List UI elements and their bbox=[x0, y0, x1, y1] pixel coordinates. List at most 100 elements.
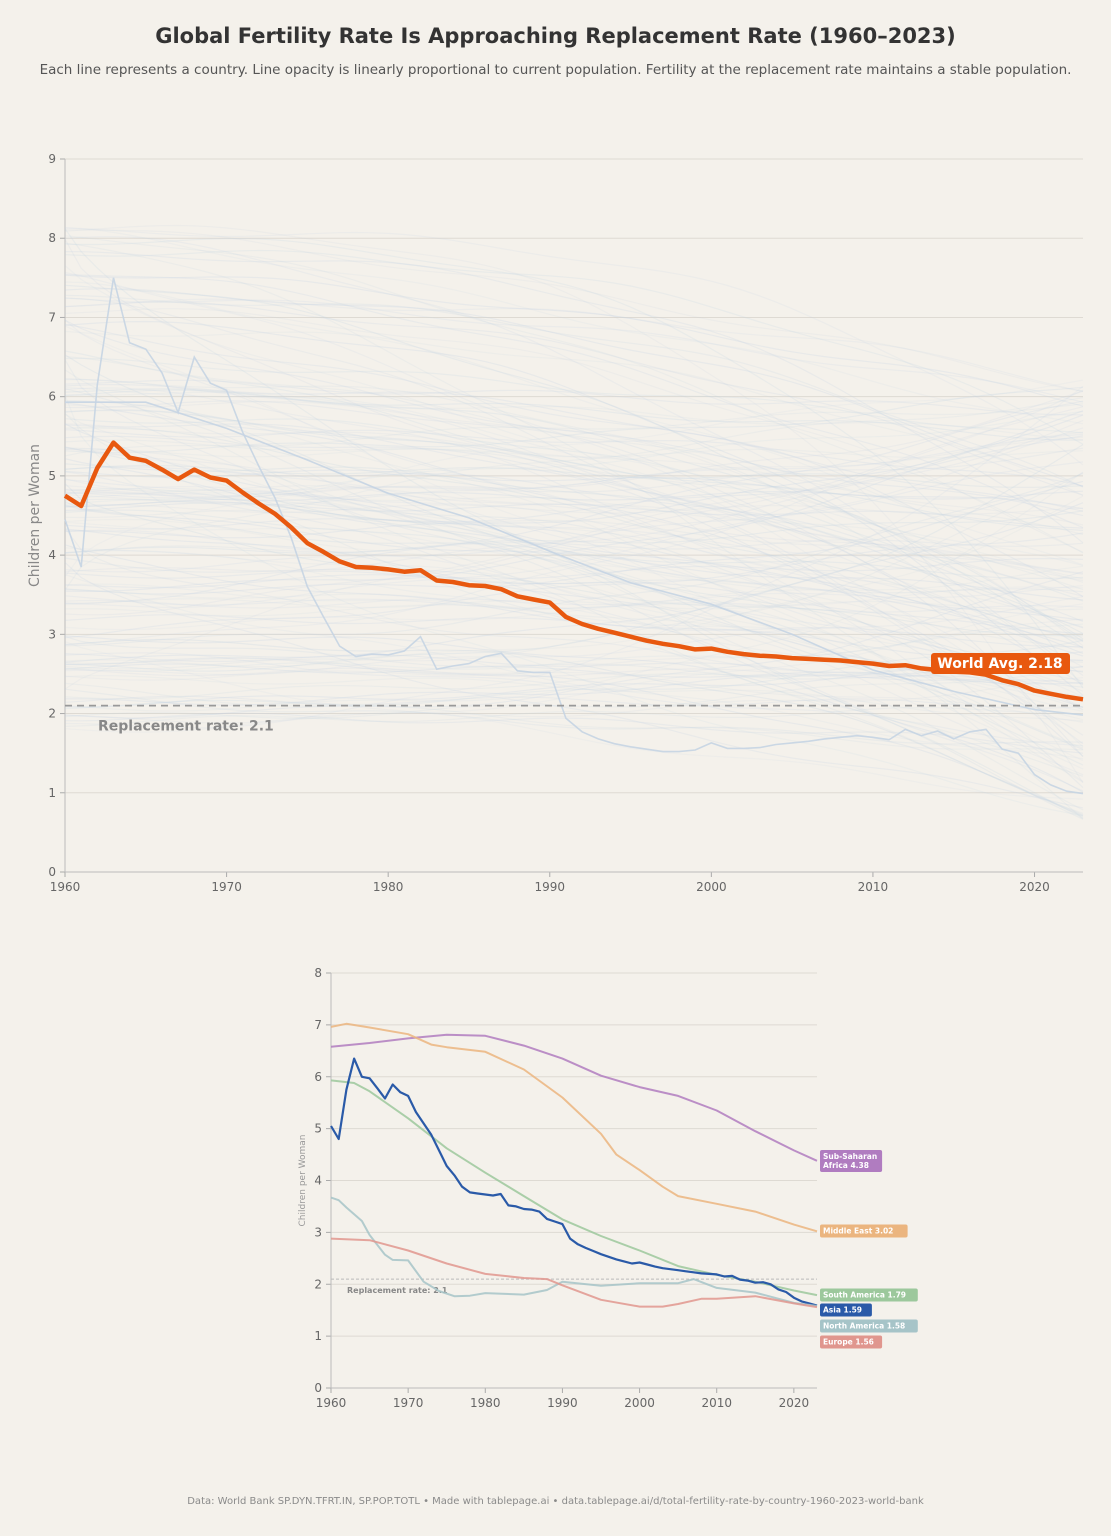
country-line bbox=[64, 284, 1084, 640]
country-line bbox=[64, 521, 1084, 698]
country-line bbox=[64, 502, 1084, 663]
country-line bbox=[64, 447, 1084, 811]
y-tick-label: 3 bbox=[48, 627, 56, 641]
country-line bbox=[64, 436, 1084, 502]
chart-title: Global Fertility Rate Is Approaching Rep… bbox=[155, 24, 956, 48]
y-tick-label: 4 bbox=[314, 1174, 322, 1188]
x-tick-label: 1980 bbox=[470, 1396, 501, 1410]
country-line bbox=[64, 490, 1084, 502]
country-line bbox=[64, 469, 1084, 510]
series-label-badge bbox=[820, 1224, 908, 1238]
country-line bbox=[64, 350, 1084, 602]
series-label: Europe 1.56 bbox=[823, 1338, 874, 1347]
country-line bbox=[64, 695, 1084, 709]
series-label: South America 1.79 bbox=[823, 1291, 906, 1300]
country-line bbox=[64, 418, 1084, 642]
country-line bbox=[64, 236, 1084, 676]
country-line bbox=[64, 294, 1084, 488]
country-line bbox=[64, 635, 1084, 793]
x-tick-label: 1990 bbox=[547, 1396, 578, 1410]
country-line bbox=[64, 585, 1084, 609]
y-axis-label: Children per Woman bbox=[27, 444, 43, 587]
country-line bbox=[64, 323, 1084, 512]
country-line bbox=[64, 308, 1084, 553]
series-label: Middle East 3.02 bbox=[823, 1227, 893, 1236]
country-line bbox=[64, 635, 1084, 688]
y-tick-label: 5 bbox=[48, 469, 56, 483]
country-line bbox=[64, 447, 1084, 506]
y-tick-label: 5 bbox=[314, 1122, 322, 1136]
country-line bbox=[64, 235, 1084, 554]
country-line bbox=[64, 688, 1084, 745]
country-line bbox=[64, 532, 1084, 639]
country-line bbox=[64, 386, 1084, 454]
country-line bbox=[64, 638, 1084, 817]
country-line bbox=[64, 464, 1084, 488]
country-line bbox=[64, 458, 1084, 635]
country-line bbox=[64, 394, 1084, 817]
country-line bbox=[65, 378, 1084, 745]
country-line bbox=[64, 565, 1084, 617]
series-label-badge bbox=[820, 1288, 918, 1302]
country-line bbox=[64, 385, 1084, 729]
country-line bbox=[64, 570, 1084, 648]
country-line bbox=[64, 319, 1084, 642]
series-label-badge bbox=[820, 1303, 872, 1317]
country-line bbox=[64, 379, 1083, 416]
country-line bbox=[64, 423, 1084, 621]
y-tick-label: 6 bbox=[314, 1070, 322, 1084]
country-line bbox=[64, 378, 1084, 685]
country-line bbox=[64, 480, 1084, 595]
country-line bbox=[64, 410, 1084, 539]
country-line bbox=[64, 471, 1084, 712]
series-label-line: Middle East 3.02 bbox=[823, 1227, 893, 1236]
country-line bbox=[64, 639, 1084, 710]
country-line bbox=[64, 586, 1084, 631]
y-tick-label: 9 bbox=[48, 152, 56, 166]
series-label: Sub-Saharan Africa 4.38 bbox=[823, 1152, 877, 1170]
country-line bbox=[64, 571, 1084, 719]
country-line bbox=[64, 409, 1084, 783]
country-line bbox=[64, 487, 1084, 749]
country-line bbox=[64, 402, 1084, 655]
country-line bbox=[64, 414, 1084, 593]
series-line-north-america bbox=[330, 1196, 818, 1307]
country-line bbox=[64, 403, 1084, 457]
country-line bbox=[64, 423, 1084, 757]
country-line bbox=[64, 400, 1084, 647]
country-line bbox=[64, 479, 1084, 708]
country-line bbox=[64, 478, 1084, 575]
country-line bbox=[64, 251, 1084, 544]
x-tick-label: 2020 bbox=[779, 1396, 810, 1410]
country-line bbox=[64, 389, 1084, 649]
series-label-line: North America 1.58 bbox=[823, 1322, 905, 1331]
country-line bbox=[64, 504, 1084, 601]
x-tick-label: 2000 bbox=[624, 1396, 655, 1410]
country-line bbox=[64, 510, 1084, 555]
world-average-line bbox=[63, 440, 1084, 702]
country-line bbox=[64, 229, 1084, 392]
country-line bbox=[64, 388, 1084, 441]
country-line bbox=[64, 598, 1084, 611]
country-line bbox=[64, 444, 1084, 672]
country-line bbox=[64, 409, 1084, 629]
country-lines bbox=[64, 224, 1084, 820]
country-line bbox=[64, 500, 1084, 657]
country-line bbox=[64, 509, 1084, 582]
country-line bbox=[64, 603, 1084, 733]
country-line bbox=[64, 549, 1084, 770]
country-line bbox=[64, 435, 1084, 530]
country-line bbox=[64, 242, 1084, 820]
series-label-line: Sub-Saharan bbox=[823, 1152, 877, 1161]
country-line bbox=[64, 400, 1084, 604]
country-line bbox=[64, 663, 1084, 685]
replacement-rate-label: Replacement rate: 2.1 bbox=[98, 719, 274, 735]
country-line bbox=[64, 431, 1084, 690]
country-line bbox=[64, 271, 1084, 668]
country-line bbox=[64, 665, 1084, 708]
country-line bbox=[64, 406, 1084, 616]
country-line bbox=[64, 657, 1084, 723]
country-line bbox=[64, 472, 1084, 670]
series-line-sub-saharan-africa bbox=[330, 1033, 818, 1162]
